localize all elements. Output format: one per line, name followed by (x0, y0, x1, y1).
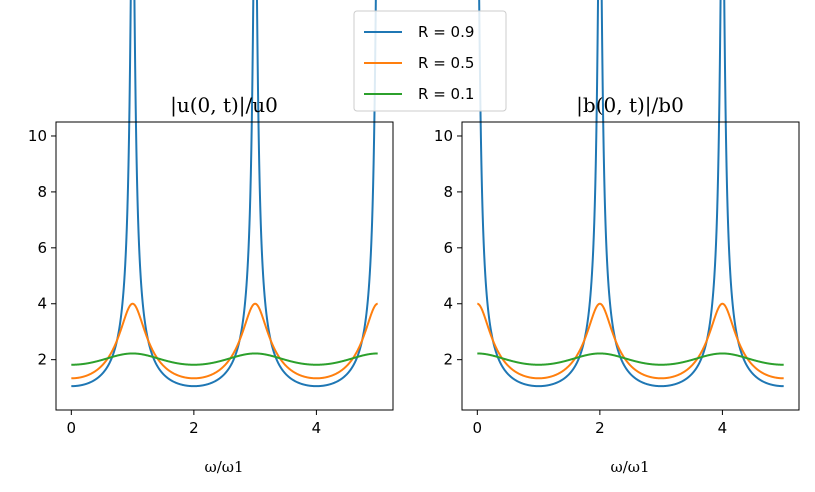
legend-box (353, 10, 507, 112)
right-y-tick-label: 10 (434, 127, 453, 145)
right-y-tick-label: 8 (443, 183, 453, 201)
right-x-tick-label: 0 (473, 419, 483, 437)
right-series-line-2 (476, 302, 785, 380)
left-plot-title: |u(0, t)|/u0 (170, 93, 278, 118)
legend-label-2: R = 0.5 (418, 54, 474, 72)
right-ticks-layer: 0 2 4 2 4 6 8 10 (434, 127, 727, 437)
right-plot-title: |b(0, t)|/b0 (576, 93, 684, 118)
legend-label-1: R = 0.9 (418, 23, 474, 41)
right-series-line-3 (476, 352, 785, 366)
legend-entries: R = 0.9 R = 0.5 R = 0.1 (364, 23, 474, 103)
right-x-axis-label: ω/ω1 (610, 458, 649, 476)
left-x-tick-label: 2 (189, 419, 199, 437)
left-y-tick-label: 10 (28, 127, 47, 145)
left-y-tick-label: 2 (37, 351, 47, 369)
left-y-tick-label: 4 (37, 295, 47, 313)
right-y-tick-label: 2 (443, 351, 453, 369)
legend-label-3: R = 0.1 (418, 85, 474, 103)
left-x-tick-label: 4 (312, 419, 322, 437)
right-plot-panel: 0 2 4 2 4 6 8 10 |b(0, t)|/b0 ω/ω1 (434, 0, 800, 476)
left-ticks-layer: 0 2 4 2 4 6 8 10 (28, 127, 321, 437)
left-series-line-3 (70, 352, 379, 366)
left-axes-frame (55, 121, 394, 411)
left-y-tick-label: 6 (37, 239, 47, 257)
right-x-tick-label: 4 (718, 419, 728, 437)
left-plot-panel: 0 2 4 2 4 6 8 10 |u(0, t)|/u0 ω/ω1 (28, 0, 394, 476)
right-x-tick-label: 2 (595, 419, 605, 437)
left-series-line-2 (70, 302, 379, 380)
right-y-tick-label: 6 (443, 239, 453, 257)
right-series-line-1 (478, 0, 785, 388)
left-y-tick-label: 8 (37, 183, 47, 201)
left-series-layer (70, 0, 379, 388)
right-axes-frame (461, 121, 800, 411)
legend: R = 0.9 R = 0.5 R = 0.1 (353, 10, 507, 112)
left-series-line-1 (70, 0, 377, 388)
left-x-tick-label: 0 (67, 419, 77, 437)
left-x-axis-label: ω/ω1 (204, 458, 243, 476)
right-series-layer (476, 0, 785, 388)
right-y-tick-label: 4 (443, 295, 453, 313)
